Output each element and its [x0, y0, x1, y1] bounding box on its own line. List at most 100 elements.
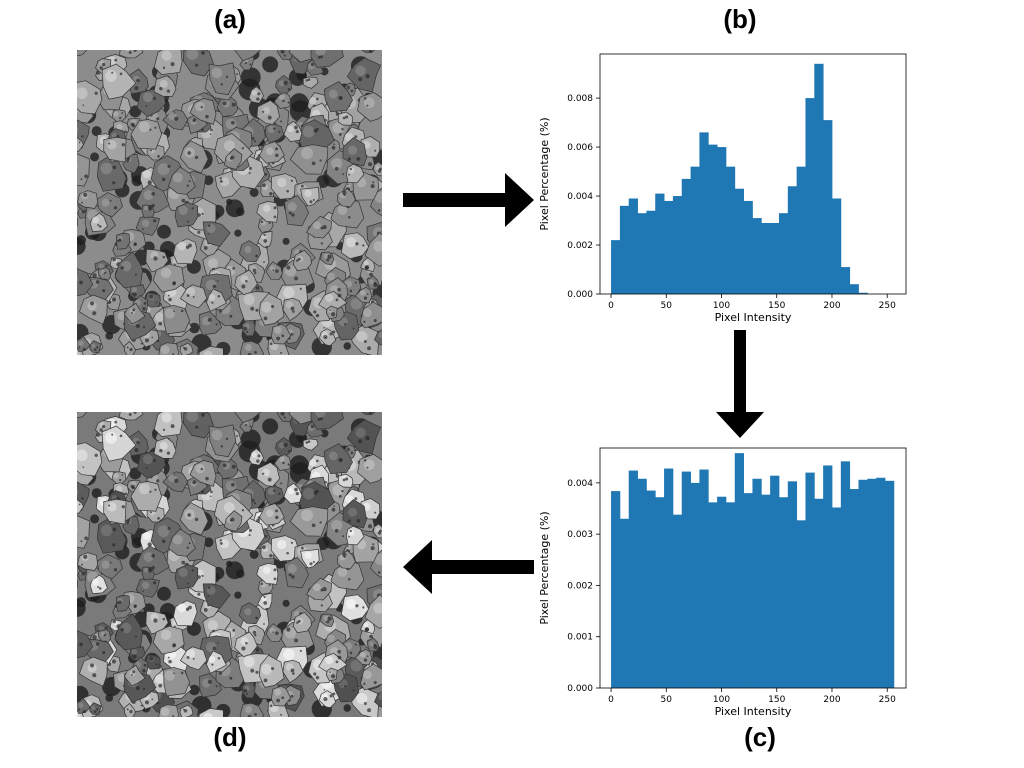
panel-label-c: (c)	[744, 722, 776, 752]
equalized-image	[77, 412, 382, 717]
x-tick-label: 0	[608, 301, 614, 311]
histogram-bar	[787, 481, 798, 688]
x-tick-label: 200	[823, 301, 840, 311]
histogram-bar	[690, 482, 700, 688]
y-tick-label: 0.006	[567, 143, 593, 153]
histogram-bar	[743, 493, 753, 688]
histogram-bar	[672, 196, 683, 294]
y-tick-label: 0.004	[567, 192, 593, 202]
histogram-bar	[849, 489, 859, 688]
histogram-bar	[805, 98, 815, 294]
histogram-bar	[796, 166, 806, 294]
histogram-bar	[628, 198, 638, 294]
histogram-bar	[725, 502, 736, 688]
x-tick-label: 250	[879, 695, 896, 705]
histogram-bar	[778, 213, 789, 294]
histogram-bar	[823, 465, 833, 688]
histogram-bar	[796, 520, 806, 688]
histogram-bar	[690, 166, 700, 294]
x-tick-label: 200	[823, 695, 840, 705]
x-tick-label: 50	[661, 301, 673, 311]
y-tick-label: 0.000	[567, 684, 593, 694]
histogram-bar	[646, 210, 656, 294]
histogram-bar	[637, 478, 647, 688]
y-tick-label: 0.004	[567, 479, 593, 489]
histogram-bar	[672, 514, 683, 688]
histogram-bar	[823, 120, 833, 294]
x-axis-label: Pixel Intensity	[715, 705, 792, 718]
histogram-bar	[831, 507, 842, 688]
histogram-bar	[664, 468, 674, 688]
histogram-bar	[787, 186, 798, 294]
arrow-down-icon	[716, 330, 764, 438]
histogram-bar	[646, 490, 656, 688]
y-axis-label: Pixel Percentage (%)	[538, 511, 551, 624]
histogram-bar	[655, 193, 665, 294]
histogram-bar	[814, 63, 824, 295]
histogram-c: 0 50 100 150 200 250 0.000 0.001 0.002 0.003 0.004…	[532, 440, 912, 727]
x-tick-label: 250	[879, 301, 896, 311]
x-tick-label: 100	[713, 301, 730, 311]
histogram-bar	[778, 497, 789, 688]
histogram-bar	[699, 469, 709, 688]
histogram-bar	[708, 144, 718, 294]
histogram-bar	[885, 480, 895, 688]
y-tick-label: 0.002	[567, 581, 593, 591]
histogram-bar	[752, 218, 762, 294]
histogram-bar	[752, 478, 762, 688]
histogram-bar	[734, 188, 745, 294]
x-tick-label: 50	[661, 695, 673, 705]
histogram-bar	[858, 292, 868, 294]
x-tick-label: 150	[768, 695, 785, 705]
histogram-bar	[840, 267, 851, 294]
histogram-bar	[770, 475, 780, 688]
histogram-bar	[717, 147, 727, 294]
original-image	[77, 50, 382, 355]
histogram-b: 0 50 100 150 200 250 0.000 0.002 0.004 0.006 0.008…	[532, 46, 912, 333]
histogram-bar	[761, 222, 771, 294]
histogram-bar	[637, 213, 647, 294]
panel-label-a: (a)	[214, 4, 246, 34]
histogram-bar	[831, 198, 842, 294]
histogram-bar	[805, 472, 815, 688]
histogram-bar	[725, 166, 736, 294]
x-axis-label: Pixel Intensity	[715, 311, 792, 324]
histogram-bar	[867, 478, 877, 688]
histogram-bar	[699, 132, 709, 294]
histogram-bar	[876, 477, 886, 688]
histogram-bar	[611, 240, 621, 294]
x-tick-label: 100	[713, 695, 730, 705]
histogram-bar	[761, 494, 771, 688]
y-tick-label: 0.008	[567, 94, 593, 104]
histogram-bar	[655, 497, 665, 688]
arrow-right-icon	[403, 173, 534, 227]
y-axis-label: Pixel Percentage (%)	[538, 117, 551, 230]
histogram-bar	[628, 470, 638, 688]
histogram-bar	[770, 222, 780, 294]
histogram-bar	[619, 205, 630, 294]
panel-label-b: (b)	[723, 4, 757, 34]
histogram-bar	[734, 453, 745, 688]
histogram-bar	[814, 498, 824, 688]
histogram-bar	[708, 502, 718, 688]
histogram-bar	[681, 471, 691, 688]
rock-aggregate-grayscale-image	[77, 50, 382, 355]
y-tick-label: 0.002	[567, 241, 593, 251]
histogram-bar	[717, 496, 727, 688]
panel-label-d: (d)	[213, 722, 247, 752]
histogram-bar	[858, 479, 868, 688]
arrow-left-icon	[403, 540, 534, 594]
histogram-bar	[743, 200, 753, 294]
histogram-bar	[664, 200, 674, 294]
histogram-bar	[840, 461, 851, 688]
rock-aggregate-equalized-image	[77, 412, 382, 717]
x-tick-label: 150	[768, 301, 785, 311]
x-tick-label: 0	[608, 695, 614, 705]
histogram-bar	[849, 284, 859, 294]
histogram-bar	[681, 178, 691, 294]
y-tick-label: 0.003	[567, 530, 593, 540]
y-tick-label: 0.000	[567, 290, 593, 300]
histogram-bar	[611, 491, 621, 688]
histogram-bar	[619, 518, 630, 688]
y-tick-label: 0.001	[567, 633, 593, 643]
